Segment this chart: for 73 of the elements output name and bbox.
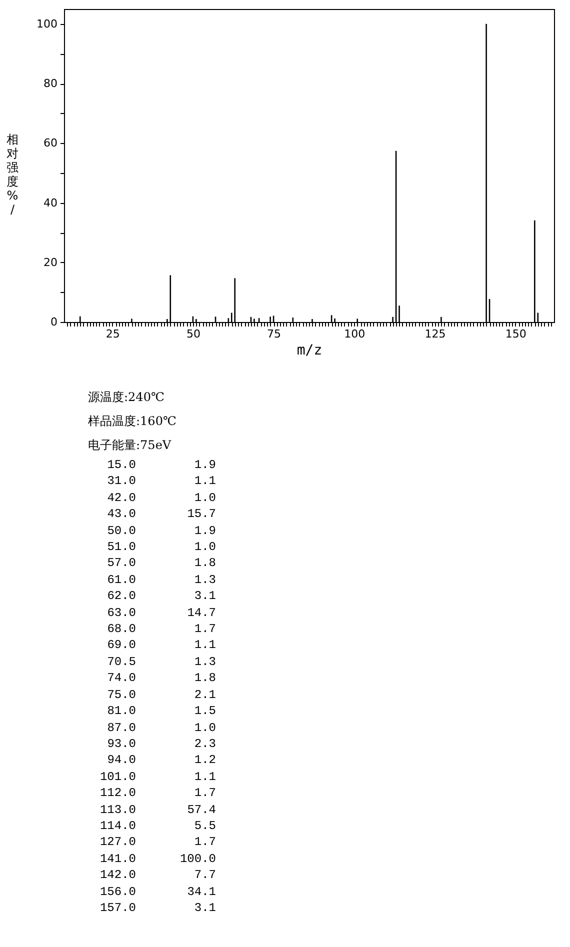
category-label: 113.0	[98, 802, 136, 818]
text: 14.7	[187, 606, 216, 620]
y-tick-label: 20	[44, 256, 58, 269]
text: 1.9	[194, 458, 216, 472]
text: 3.1	[194, 589, 216, 604]
x-axis-title: m/z	[296, 342, 322, 358]
text: 1.3	[194, 654, 216, 669]
category-label: 87.0	[106, 720, 136, 736]
x-tick-label: 50	[186, 328, 200, 340]
text: 57.4	[187, 802, 216, 817]
category-label: 75.0	[106, 686, 136, 704]
x-tick-label: 125	[424, 328, 446, 340]
text: 1.7	[194, 622, 216, 636]
text: 1.1	[194, 770, 216, 784]
category-label: 62.0	[106, 588, 136, 605]
text: 1.9	[194, 524, 216, 538]
category-label: 63.0	[106, 604, 136, 622]
category-label: 51.0	[106, 539, 136, 556]
y-tick-label: 80	[44, 77, 58, 90]
text: 样品温度:160℃	[88, 413, 178, 430]
category-label: 31.0	[106, 473, 136, 490]
text: 1.1	[194, 638, 216, 652]
text: 电子能量:75eV	[88, 437, 172, 454]
text: 5.5	[194, 818, 216, 833]
category-label: 42.0	[106, 490, 136, 506]
x-tick-label: 25	[106, 328, 120, 340]
category-label: 70.5	[106, 654, 136, 670]
text: 1.7	[194, 835, 216, 850]
text: 1.0	[194, 720, 216, 734]
text: 1.2	[194, 753, 216, 768]
y-tick-label: 0	[50, 316, 58, 328]
category-label: 93.0	[106, 736, 136, 752]
category-label: 114.0	[98, 818, 136, 834]
text: 1.8	[194, 556, 216, 570]
category-label: 101.0	[98, 768, 136, 786]
category-label: 68.0	[106, 621, 136, 638]
category-label: 43.0	[106, 506, 136, 523]
category-label: 57.0	[106, 555, 136, 572]
category-label: 69.0	[106, 637, 136, 654]
text: 3.1	[194, 900, 216, 915]
category-label: 81.0	[106, 703, 136, 720]
category-label: 50.0	[106, 522, 136, 540]
y-axis-title: 相对强度%/	[6, 132, 18, 216]
y-tick-label: 60	[44, 136, 58, 150]
text: 源温度:240℃	[88, 389, 166, 406]
x-tick-label: 100	[344, 328, 366, 340]
y-tick-label: 100	[36, 17, 58, 30]
text: 2.1	[194, 688, 216, 702]
category-label: 74.0	[106, 670, 136, 687]
text: 1.0	[194, 490, 216, 505]
text: 1.7	[194, 786, 216, 800]
text: 100.0	[180, 852, 216, 866]
text: 1.0	[194, 540, 216, 554]
text: 1.5	[194, 704, 216, 718]
text: 1.1	[194, 474, 216, 488]
text: 34.1	[187, 884, 216, 899]
category-label: 156.0	[98, 884, 136, 900]
category-label: 15.0	[106, 457, 136, 474]
text: 2.3	[194, 736, 216, 751]
category-label: 141.0	[98, 850, 136, 868]
category-label: 112.0	[98, 785, 136, 802]
category-label: 61.0	[106, 572, 136, 588]
category-label: 94.0	[106, 752, 136, 769]
category-label: 127.0	[98, 834, 136, 851]
y-tick-label: 40	[44, 196, 58, 210]
category-label: 157.0	[98, 900, 136, 916]
x-tick-label: 75	[267, 328, 282, 340]
x-tick-label: 150	[505, 328, 526, 340]
category-label: 142.0	[98, 867, 136, 884]
text: 15.7	[187, 507, 216, 522]
text: 1.8	[194, 671, 216, 686]
text: 1.3	[194, 572, 216, 587]
text: 7.7	[194, 868, 216, 882]
